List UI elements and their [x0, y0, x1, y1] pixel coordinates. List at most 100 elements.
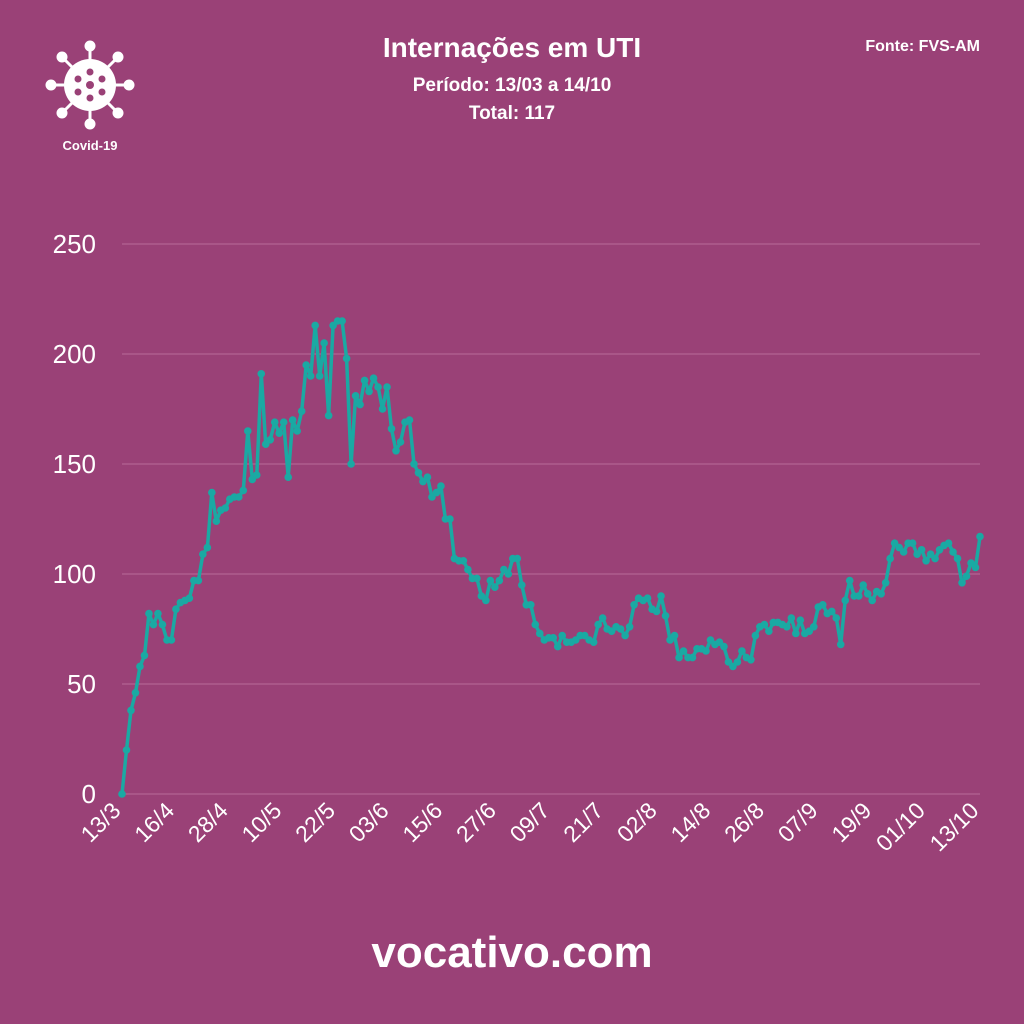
data-point — [414, 469, 423, 477]
data-point — [275, 429, 284, 438]
data-point — [845, 576, 854, 585]
data-point — [702, 647, 710, 655]
data-point — [118, 790, 126, 798]
data-point — [949, 548, 957, 556]
data-point — [432, 488, 441, 497]
y-tick-label: 0 — [82, 779, 96, 809]
x-tick-label: 02/8 — [612, 797, 662, 847]
data-point — [167, 636, 176, 644]
footer-site: vocativo.com — [371, 928, 653, 977]
data-point — [625, 623, 634, 631]
data-point — [513, 554, 522, 563]
x-tick-label: 22/5 — [290, 797, 340, 847]
data-point — [886, 554, 894, 563]
data-point — [320, 339, 328, 347]
data-point — [369, 374, 378, 383]
data-point — [145, 609, 153, 618]
data-point — [243, 427, 252, 435]
data-point — [356, 400, 364, 409]
series-line — [120, 319, 982, 795]
data-point — [859, 581, 868, 589]
data-point — [747, 656, 755, 664]
data-point — [140, 651, 149, 660]
data-point — [783, 623, 791, 631]
y-tick-label: 100 — [53, 559, 96, 589]
data-point — [127, 706, 135, 715]
data-point — [136, 662, 144, 671]
data-point — [971, 563, 980, 572]
data-point — [733, 658, 742, 666]
x-tick-label: 27/6 — [451, 797, 501, 847]
data-point — [877, 590, 885, 598]
data-point — [931, 554, 939, 563]
data-point — [827, 607, 836, 616]
data-point — [410, 460, 418, 468]
data-point — [257, 370, 266, 378]
data-point — [284, 473, 293, 482]
data-point — [446, 515, 454, 523]
data-point — [158, 620, 167, 629]
data-point — [131, 689, 140, 697]
data-point — [765, 627, 773, 635]
data-point — [679, 647, 688, 655]
data-point — [958, 579, 966, 587]
data-point — [311, 321, 319, 330]
data-point — [518, 581, 526, 589]
data-point — [194, 576, 203, 585]
data-point — [464, 565, 472, 574]
data-point — [854, 592, 863, 600]
data-point — [203, 543, 212, 552]
data-point — [760, 620, 769, 629]
data-point — [270, 418, 279, 427]
data-point — [360, 376, 369, 385]
data-point — [720, 642, 728, 651]
x-tick-label: 28/4 — [183, 797, 233, 847]
data-point — [863, 590, 872, 598]
data-point — [293, 427, 301, 435]
data-point — [796, 616, 805, 624]
data-point — [324, 411, 333, 420]
y-tick-label: 50 — [67, 669, 96, 699]
source-label: Fonte: FVS-AM — [865, 38, 980, 55]
x-tick-label: 13/10 — [924, 797, 983, 856]
data-point — [818, 601, 827, 609]
data-point — [589, 638, 598, 646]
x-tick-label: 10/5 — [236, 797, 286, 847]
data-point — [809, 623, 818, 631]
chart-period: Período: 13/03 a 14/10 — [412, 75, 612, 96]
data-point — [212, 517, 221, 525]
data-point — [383, 383, 391, 391]
data-point — [459, 557, 468, 565]
data-point — [437, 482, 445, 490]
data-point — [315, 372, 324, 380]
logo-label: Covid-19 — [62, 138, 118, 153]
data-point — [751, 631, 760, 640]
x-tick-label: 01/10 — [871, 797, 930, 856]
data-point — [387, 425, 396, 433]
data-point — [661, 612, 670, 620]
data-point — [495, 576, 504, 585]
data-point — [616, 625, 625, 633]
x-tick-label: 07/9 — [773, 797, 823, 847]
data-point — [239, 486, 248, 495]
data-point — [423, 473, 432, 482]
x-tick-label: 19/9 — [826, 797, 876, 847]
data-point — [185, 594, 194, 602]
data-point — [688, 653, 697, 662]
data-point — [558, 631, 567, 640]
data-point — [374, 383, 382, 391]
data-point — [836, 640, 845, 649]
data-point — [396, 438, 405, 446]
data-point — [504, 570, 513, 578]
data-point — [351, 392, 360, 400]
y-tick-label: 250 — [53, 229, 96, 259]
data-point — [302, 361, 310, 369]
data-point — [297, 407, 306, 416]
data-point — [531, 620, 540, 629]
data-point — [549, 634, 558, 642]
data-point — [553, 642, 562, 651]
data-point — [149, 620, 158, 629]
data-point — [526, 601, 535, 609]
data-point — [832, 614, 841, 622]
